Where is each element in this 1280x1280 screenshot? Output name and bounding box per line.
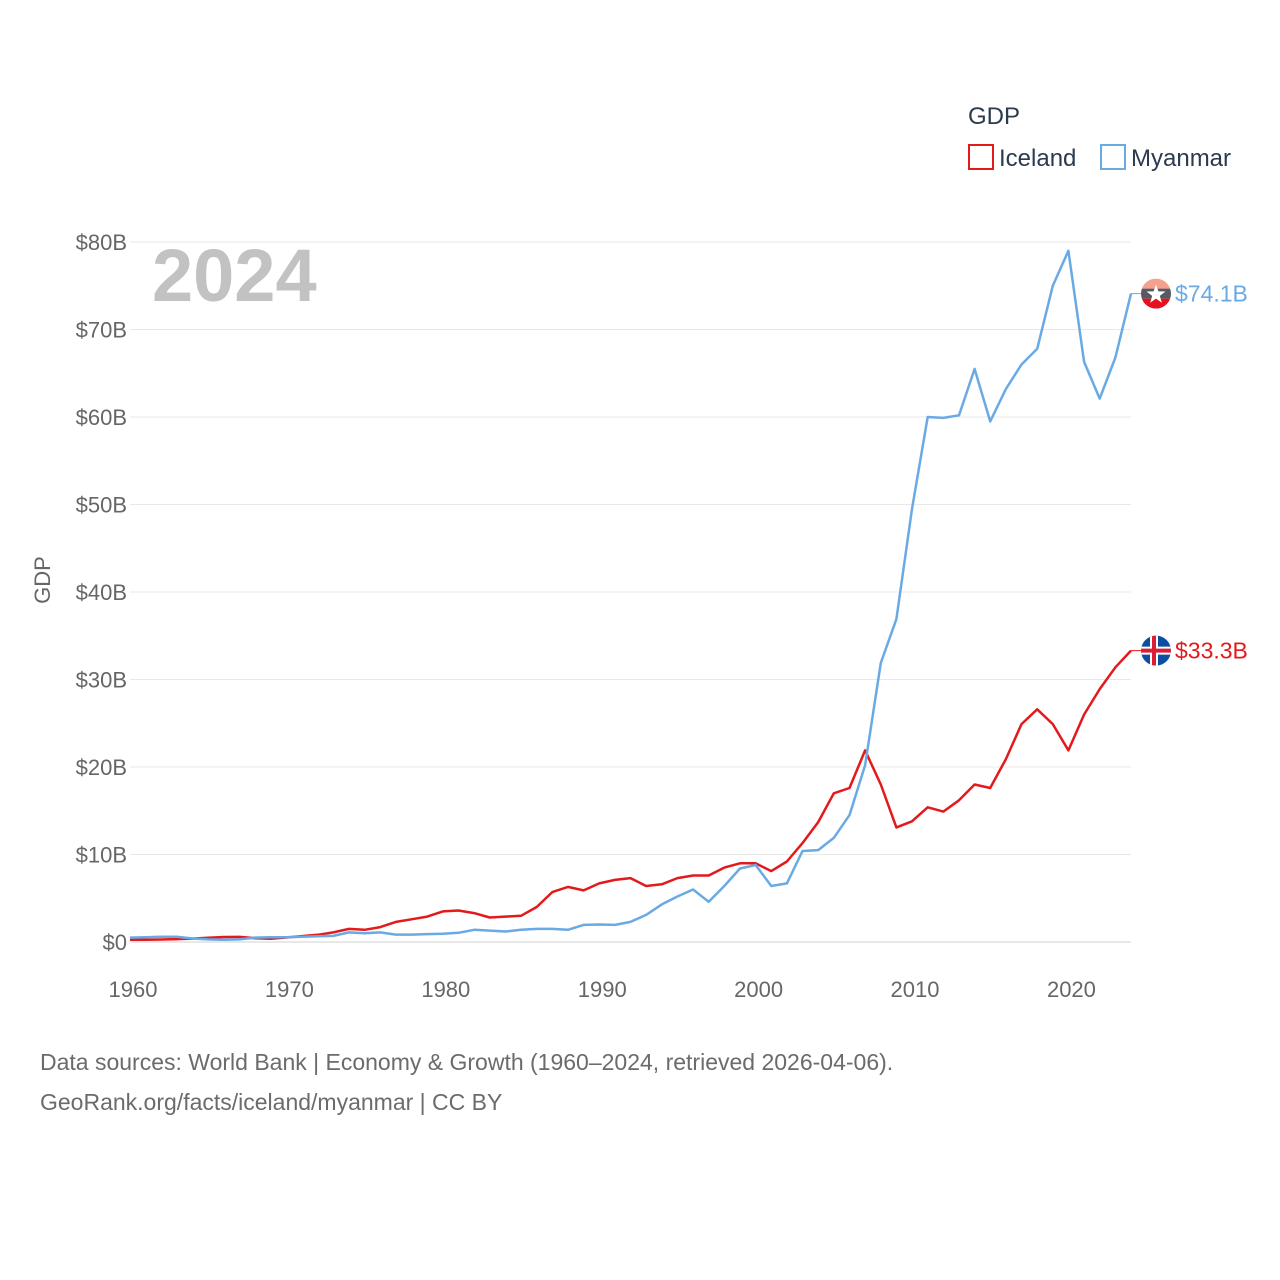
x-axis-ticks: 1960 1970 1980 1990 2000 2010 2020 bbox=[109, 977, 1096, 1002]
y-tick-label: $40B bbox=[76, 580, 127, 605]
end-value-label-iceland: $33.3B bbox=[1175, 638, 1248, 664]
legend: GDP Iceland Myanmar bbox=[968, 103, 1231, 172]
y-tick-label: $80B bbox=[76, 230, 127, 255]
grid-lines bbox=[130, 241, 1131, 943]
y-tick-label: $50B bbox=[76, 493, 127, 518]
x-tick-label: 2010 bbox=[891, 977, 940, 1002]
year-label: 2024 bbox=[152, 234, 317, 317]
legend-swatch-iceland bbox=[968, 144, 994, 170]
x-tick-label: 2020 bbox=[1047, 977, 1096, 1002]
y-tick-label: $0 bbox=[103, 930, 127, 955]
series-line-myanmar bbox=[129, 249, 1133, 942]
footer: Data sources: World Bank | Economy & Gro… bbox=[40, 1042, 893, 1122]
x-tick-label: 1960 bbox=[109, 977, 158, 1002]
x-tick-label: 1990 bbox=[578, 977, 627, 1002]
x-tick-label: 2000 bbox=[734, 977, 783, 1002]
y-axis-title: GDP bbox=[30, 556, 55, 604]
gdp-line-chart: $0$10B$20B$30B$40B$50B$60B$70B$80B 1960 1… bbox=[30, 103, 1248, 1002]
end-value-label-myanmar: $74.1B bbox=[1175, 281, 1248, 307]
series-line-iceland bbox=[130, 649, 1132, 942]
myanmar-flag-icon bbox=[1141, 278, 1171, 309]
legend-swatch-myanmar bbox=[1100, 144, 1126, 170]
y-tick-label: $60B bbox=[76, 405, 127, 430]
legend-item-myanmar[interactable]: Myanmar bbox=[1100, 144, 1231, 172]
legend-label-myanmar: Myanmar bbox=[1131, 145, 1231, 172]
y-axis-ticks: $0 $10B $20B $30B $40B $50B $60B $70B $80B bbox=[76, 230, 127, 955]
legend-item-iceland[interactable]: Iceland bbox=[968, 144, 1076, 172]
footer-sources: Data sources: World Bank | Economy & Gro… bbox=[40, 1049, 894, 1075]
y-tick-label: $70B bbox=[76, 318, 127, 343]
x-tick-label: 1970 bbox=[265, 977, 314, 1002]
y-tick-label: $10B bbox=[76, 843, 127, 868]
series-lines bbox=[129, 249, 1133, 942]
y-tick-label: $30B bbox=[76, 668, 127, 693]
footer-credit: GeoRank.org/facts/iceland/myanmar | CC B… bbox=[40, 1089, 503, 1115]
legend-title: GDP bbox=[968, 103, 1020, 130]
x-tick-label: 1980 bbox=[421, 977, 470, 1002]
legend-label-iceland: Iceland bbox=[999, 145, 1076, 172]
iceland-flag-icon bbox=[1141, 635, 1171, 666]
end-markers: $33.3B $74.1B bbox=[1131, 278, 1248, 666]
y-tick-label: $20B bbox=[76, 755, 127, 780]
